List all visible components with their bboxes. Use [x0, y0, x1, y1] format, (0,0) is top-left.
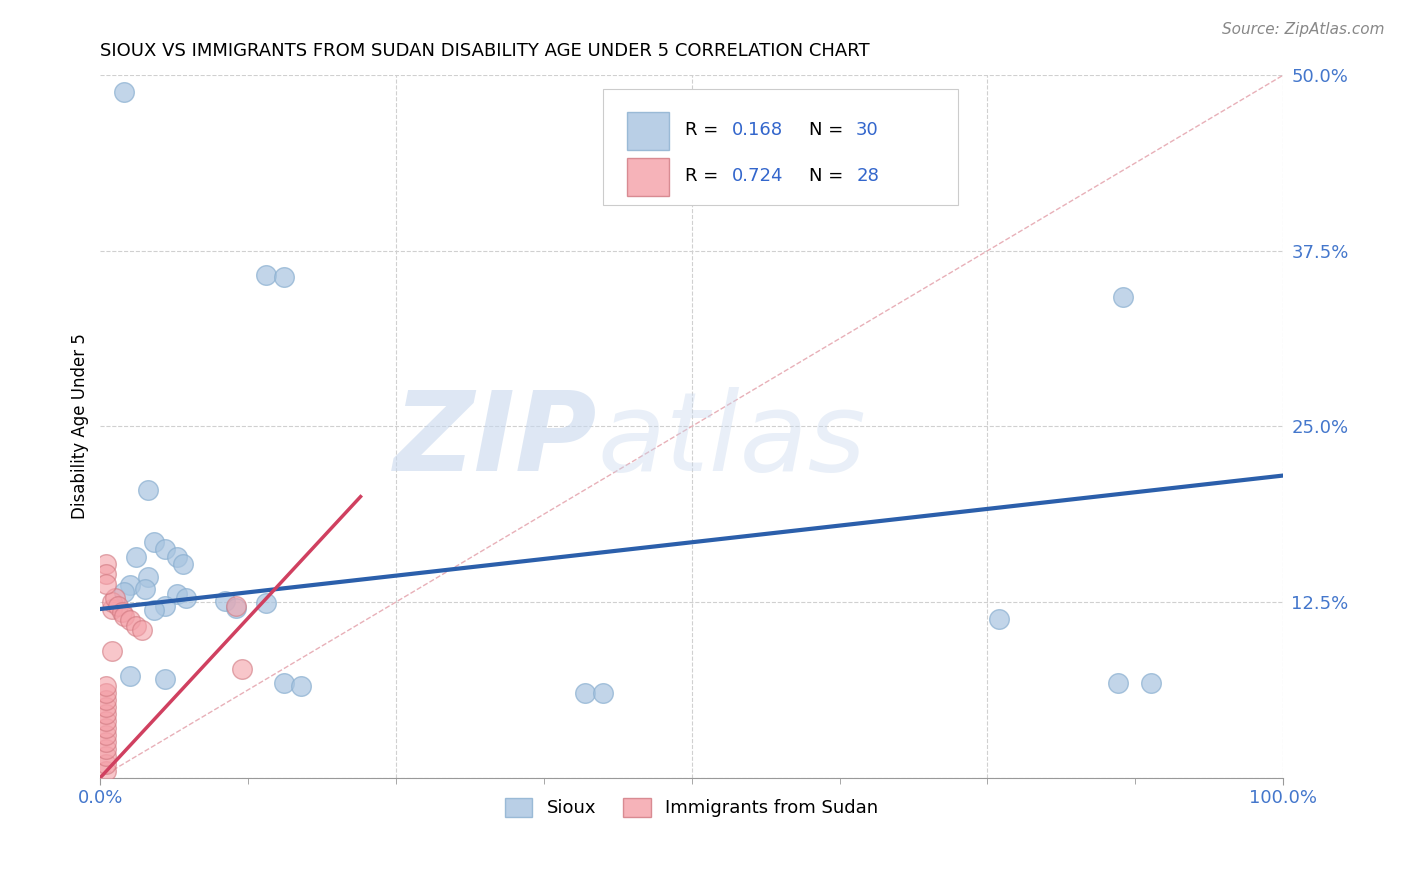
- Point: [155, 599, 177, 614]
- Text: 28: 28: [856, 167, 879, 185]
- Point: [142, 534, 165, 549]
- Point: [96, 764, 118, 778]
- Point: [96, 749, 118, 764]
- Point: [155, 672, 177, 686]
- Text: atlas: atlas: [598, 387, 866, 494]
- Text: N =: N =: [808, 167, 849, 185]
- Point: [96, 714, 118, 729]
- Text: R =: R =: [685, 167, 724, 185]
- Point: [136, 570, 159, 584]
- Text: SIOUX VS IMMIGRANTS FROM SUDAN DISABILITY AGE UNDER 5 CORRELATION CHART: SIOUX VS IMMIGRANTS FROM SUDAN DISABILIT…: [100, 42, 870, 60]
- Point: [111, 605, 134, 619]
- Point: [101, 644, 124, 658]
- Point: [96, 679, 118, 693]
- Point: [131, 623, 153, 637]
- Point: [592, 686, 614, 700]
- Point: [166, 549, 188, 564]
- Point: [112, 585, 135, 599]
- Point: [96, 728, 118, 742]
- Point: [214, 593, 236, 607]
- Point: [96, 735, 118, 749]
- Point: [142, 603, 165, 617]
- Point: [112, 85, 135, 99]
- Point: [103, 591, 125, 605]
- Point: [96, 742, 118, 756]
- Point: [136, 483, 159, 497]
- Point: [96, 686, 118, 700]
- Point: [96, 700, 118, 714]
- Point: [273, 676, 295, 690]
- FancyBboxPatch shape: [627, 158, 669, 196]
- Point: [134, 582, 156, 597]
- Point: [118, 669, 141, 683]
- Point: [574, 686, 596, 700]
- Point: [155, 541, 177, 556]
- Point: [96, 722, 118, 736]
- Point: [96, 566, 118, 581]
- Text: 30: 30: [856, 121, 879, 139]
- Point: [988, 612, 1011, 626]
- Point: [273, 270, 295, 285]
- Point: [118, 578, 141, 592]
- Y-axis label: Disability Age Under 5: Disability Age Under 5: [72, 334, 89, 519]
- Point: [96, 707, 118, 722]
- Text: ZIP: ZIP: [394, 387, 598, 494]
- Text: 0.724: 0.724: [733, 167, 783, 185]
- FancyBboxPatch shape: [603, 89, 957, 205]
- FancyBboxPatch shape: [627, 112, 669, 151]
- Point: [96, 693, 118, 707]
- Point: [1107, 676, 1129, 690]
- Point: [101, 595, 124, 609]
- Point: [254, 596, 277, 610]
- Point: [231, 662, 253, 676]
- Legend: Sioux, Immigrants from Sudan: Sioux, Immigrants from Sudan: [498, 791, 886, 825]
- Point: [125, 549, 148, 564]
- Text: Source: ZipAtlas.com: Source: ZipAtlas.com: [1222, 22, 1385, 37]
- Text: N =: N =: [808, 121, 849, 139]
- Point: [225, 600, 247, 615]
- Point: [112, 609, 135, 624]
- Point: [290, 679, 312, 693]
- Point: [101, 602, 124, 616]
- Point: [225, 599, 247, 614]
- Point: [1139, 676, 1161, 690]
- Point: [174, 591, 197, 605]
- Point: [1112, 290, 1135, 304]
- Point: [254, 268, 277, 282]
- Point: [118, 613, 141, 627]
- Point: [125, 619, 148, 633]
- Point: [166, 586, 188, 600]
- Text: R =: R =: [685, 121, 724, 139]
- Text: 0.168: 0.168: [733, 121, 783, 139]
- Point: [172, 557, 194, 571]
- Point: [96, 576, 118, 591]
- Point: [96, 756, 118, 771]
- Point: [96, 557, 118, 571]
- Point: [107, 599, 129, 614]
